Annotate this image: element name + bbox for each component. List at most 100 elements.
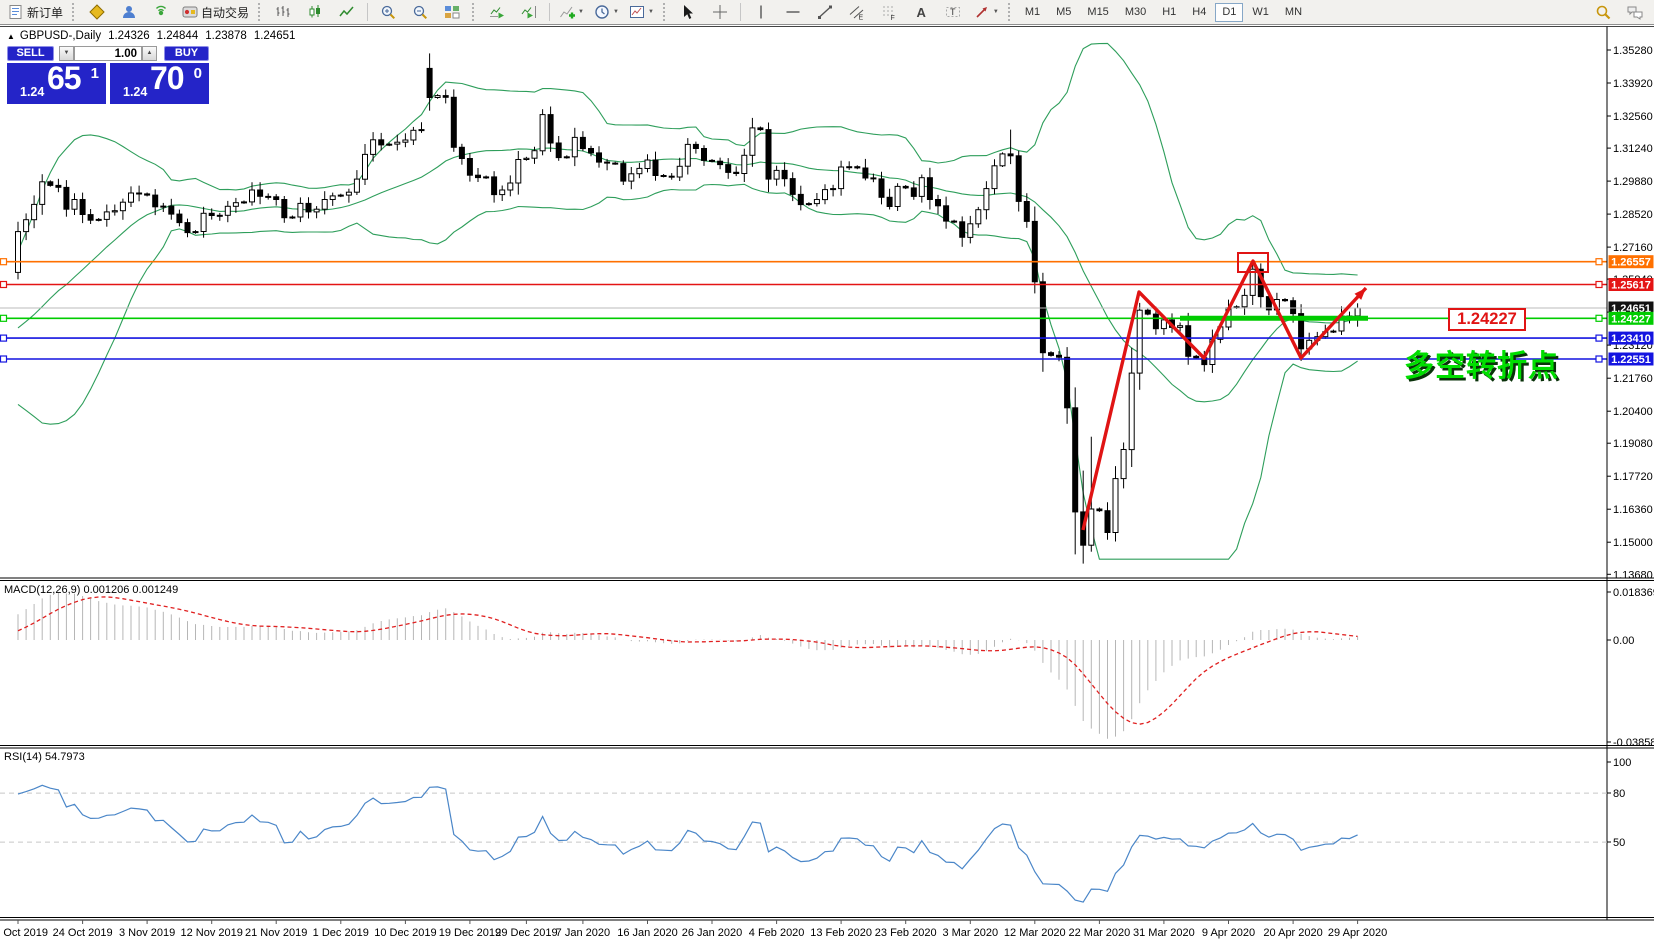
timeframe-button-mn[interactable]: MN <box>1284 5 1303 18</box>
zoom-out-button[interactable] <box>405 1 435 24</box>
sell-price-small: 1.24 <box>20 85 45 99</box>
svg-text:7 Jan 2020: 7 Jan 2020 <box>556 927 610 939</box>
crosshair-button[interactable] <box>705 1 735 24</box>
toolbar-grip <box>72 3 77 21</box>
sell-price-big: 65 <box>47 60 82 96</box>
ohlc-close: 1.24651 <box>253 30 296 42</box>
rsi-indicator-label: RSI(14) 54.7973 <box>4 751 85 763</box>
indicators-button[interactable]: ▼ <box>555 1 588 24</box>
arrows-icon <box>976 7 987 18</box>
chat-icon <box>1627 6 1643 20</box>
trendline-button[interactable] <box>810 1 840 24</box>
auto-scroll-button[interactable] <box>482 1 512 24</box>
templates-button[interactable]: ▼ <box>625 1 658 24</box>
search-icon <box>1596 5 1611 20</box>
volume-input[interactable] <box>74 46 142 61</box>
channel-button[interactable]: E <box>842 1 872 24</box>
ohlc-low: 1.23878 <box>205 30 247 42</box>
sell-price-display[interactable]: 1.24 65 1 <box>7 60 106 104</box>
chart-shift-button[interactable] <box>514 1 544 24</box>
navigator-button[interactable] <box>114 1 144 24</box>
candle-chart-icon <box>309 5 321 18</box>
timeframe-button-m15[interactable]: M15 <box>1087 5 1109 18</box>
auto-trading-button[interactable]: 自动交易 <box>178 1 253 24</box>
turning-point-annotation[interactable]: 多空转折点 <box>1404 350 1559 383</box>
timeframe-button-h4[interactable]: H4 <box>1192 5 1207 18</box>
buy-price-big: 70 <box>150 60 185 96</box>
svg-text:0.00: 0.00 <box>1613 635 1634 647</box>
buy-button[interactable]: BUY <box>164 46 209 61</box>
arrows-button[interactable]: ▼ <box>970 1 1003 24</box>
macd-panel[interactable]: 0.018369 0.00 -0.038585 <box>17 587 1654 749</box>
toolbar-grip <box>1007 3 1013 21</box>
ohlc-open: 1.24326 <box>108 30 150 42</box>
svg-text:1 Dec 2019: 1 Dec 2019 <box>313 927 369 939</box>
trend-arrow-annotation[interactable] <box>1081 252 1368 531</box>
zoom-out-icon <box>413 5 428 20</box>
crosshair-icon <box>712 5 727 19</box>
horizontal-line-button[interactable] <box>778 1 808 24</box>
svg-text:19 Dec 2019: 19 Dec 2019 <box>439 927 501 939</box>
tile-windows-button[interactable] <box>437 1 467 24</box>
svg-text:26 Jan 2020: 26 Jan 2020 <box>682 927 743 939</box>
cursor-button[interactable] <box>673 1 703 24</box>
sell-button[interactable]: SELL <box>7 46 54 61</box>
svg-text:15 Oct 2019: 15 Oct 2019 <box>0 927 48 939</box>
volume-decrease-button[interactable]: ▼ <box>59 46 74 61</box>
svg-text:-0.038585: -0.038585 <box>1613 737 1654 749</box>
candle-chart-button[interactable] <box>300 1 330 24</box>
svg-text:E: E <box>858 15 863 21</box>
new-order-button[interactable]: 新订单 <box>4 1 67 24</box>
price-level-label-box[interactable]: 1.24227 <box>1448 308 1526 331</box>
svg-text:24 Oct 2019: 24 Oct 2019 <box>53 927 113 939</box>
date-axis[interactable]: 15 Oct 2019 24 Oct 2019 3 Nov 2019 12 Nov 2… <box>0 920 1387 939</box>
chevron-down-icon: ▼ <box>578 9 584 15</box>
svg-text:1.27160: 1.27160 <box>1613 242 1653 254</box>
collapse-panel-icon[interactable]: ▲ <box>7 31 15 41</box>
toolbar-separator <box>549 3 551 21</box>
main-chart-plot[interactable] <box>15 42 1361 564</box>
svg-text:31 Mar 2020: 31 Mar 2020 <box>1133 927 1195 939</box>
timeframe-button-w1[interactable]: W1 <box>1252 5 1269 18</box>
signal-button[interactable] <box>146 1 176 24</box>
panel-borders <box>0 26 1654 921</box>
text-button[interactable]: A <box>906 1 936 24</box>
fibonacci-button[interactable]: F <box>874 1 904 24</box>
timeframe-button-m30[interactable]: M30 <box>1124 5 1147 18</box>
timeframe-button-h1[interactable]: H1 <box>1162 5 1177 18</box>
template-icon <box>629 6 644 18</box>
search-button[interactable] <box>1588 1 1618 24</box>
label-icon: T <box>945 7 960 17</box>
volume-increase-button[interactable]: ▲ <box>142 46 157 61</box>
periods-button[interactable]: ▼ <box>590 1 623 24</box>
chevron-down-icon: ▼ <box>612 9 619 15</box>
symbol-name: GBPUSD-,Daily <box>19 30 102 42</box>
ohlc-high: 1.24844 <box>156 30 199 42</box>
price-axis[interactable]: 1.35280 1.33920 1.32560 1.31240 1.29880 1.285… <box>1607 45 1653 581</box>
rsi-panel[interactable]: 100 80 50 <box>0 757 1631 903</box>
svg-text:50: 50 <box>1613 837 1625 849</box>
bar-chart-button[interactable] <box>268 1 298 24</box>
line-chart-button[interactable] <box>332 1 362 24</box>
zoom-in-button[interactable] <box>373 1 403 24</box>
tile-windows-icon <box>445 6 460 19</box>
horizontal-level-lines[interactable] <box>0 258 1607 363</box>
timeframe-button-m1[interactable]: M1 <box>1024 5 1041 18</box>
navigator-icon <box>123 6 136 18</box>
chat-button[interactable] <box>1620 1 1650 24</box>
timeframe-button-m5[interactable]: M5 <box>1056 5 1072 18</box>
line-chart-icon <box>339 6 354 17</box>
buy-price-sup: 0 <box>193 65 202 82</box>
symbol-info-line: ▲ GBPUSD-,Daily 1.24326 1.24844 1.23878 … <box>7 30 302 42</box>
svg-text:1.17720: 1.17720 <box>1613 471 1653 483</box>
one-click-trade-panel: SELL ▼ ▲ BUY 1.24 65 1 1.24 70 0 <box>7 46 209 104</box>
label-button[interactable]: T <box>938 1 968 24</box>
market-watch-button[interactable] <box>82 1 112 24</box>
vertical-line-button[interactable] <box>746 1 776 24</box>
svg-text:21 Nov 2019: 21 Nov 2019 <box>245 927 307 939</box>
toolbar-grip <box>662 3 668 21</box>
timeframe-button-d1[interactable]: D1 <box>1215 2 1244 22</box>
buy-price-display[interactable]: 1.24 70 0 <box>110 60 209 104</box>
svg-text:1.24227: 1.24227 <box>1611 313 1651 325</box>
